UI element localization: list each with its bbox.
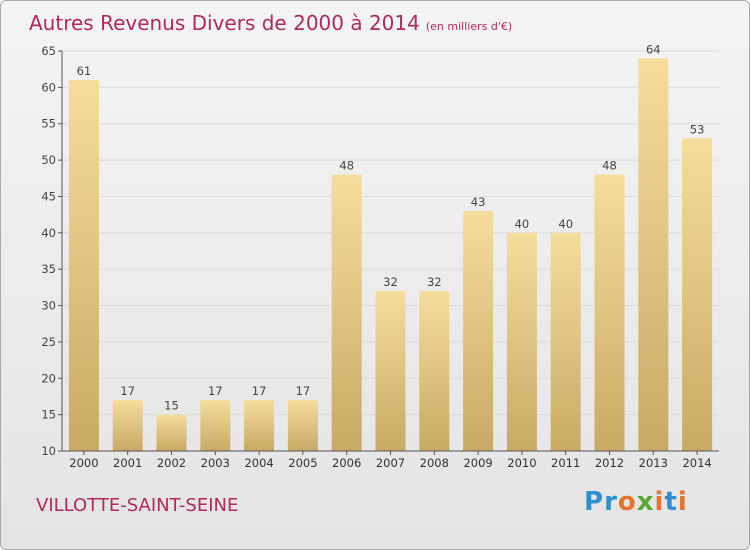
y-tick-label: 25 bbox=[41, 335, 56, 349]
bar-2012 bbox=[594, 174, 625, 452]
chart-subtitle: (en milliers d'€) bbox=[425, 20, 513, 33]
data-label: 43 bbox=[471, 195, 486, 209]
data-label: 17 bbox=[252, 384, 267, 398]
x-tick-label: 2014 bbox=[682, 456, 711, 470]
data-label: 17 bbox=[296, 384, 311, 398]
logo-letter: t bbox=[664, 487, 678, 517]
x-tick-label: 2004 bbox=[244, 456, 273, 470]
bar-layer bbox=[68, 58, 713, 452]
y-tick-label: 55 bbox=[41, 117, 56, 131]
bar-2009 bbox=[463, 211, 494, 451]
x-tick-label: 2006 bbox=[332, 456, 361, 470]
bar-2002 bbox=[156, 414, 187, 451]
bar-2007 bbox=[375, 291, 406, 451]
x-tick-label: 2013 bbox=[639, 456, 668, 470]
x-tick-label: 2011 bbox=[551, 456, 580, 470]
y-tick-label: 45 bbox=[41, 189, 56, 203]
y-tick-label: 50 bbox=[41, 153, 56, 167]
chart-title: Autres Revenus Divers de 2000 à 2014 (en … bbox=[29, 11, 512, 35]
town-name: VILLOTTE-SAINT-SEINE bbox=[36, 495, 239, 516]
data-label: 40 bbox=[558, 217, 573, 231]
data-label: 17 bbox=[208, 384, 223, 398]
x-tick-label: 2012 bbox=[595, 456, 624, 470]
axis-layer bbox=[58, 50, 719, 455]
logo-letter: P bbox=[584, 487, 605, 517]
x-tick-label: 2002 bbox=[157, 456, 186, 470]
logo-letter: x bbox=[636, 487, 655, 517]
data-label: 40 bbox=[515, 217, 530, 231]
x-tick-label: 2005 bbox=[288, 456, 317, 470]
logo-letter: o bbox=[617, 487, 637, 517]
label-layer: 10 15 20 25 30 35 40 45 50 55 60 65 61 2000 17 2001 15 20… bbox=[41, 42, 711, 470]
y-tick-label: 15 bbox=[41, 408, 56, 422]
x-tick-label: 2009 bbox=[463, 456, 492, 470]
data-label: 64 bbox=[646, 42, 661, 56]
bar-2010 bbox=[506, 232, 537, 451]
y-tick-label: 60 bbox=[41, 80, 56, 94]
x-tick-label: 2003 bbox=[201, 456, 230, 470]
bar-2008 bbox=[419, 291, 450, 451]
x-tick-label: 2008 bbox=[420, 456, 449, 470]
logo-letter: i bbox=[677, 487, 688, 517]
data-label: 32 bbox=[383, 275, 398, 289]
y-tick-label: 10 bbox=[41, 444, 56, 458]
bar-2006 bbox=[331, 174, 362, 452]
data-label: 48 bbox=[602, 159, 617, 173]
x-tick-label: 2010 bbox=[507, 456, 536, 470]
bar-2003 bbox=[200, 400, 231, 451]
data-label: 15 bbox=[164, 399, 179, 413]
y-tick-label: 30 bbox=[41, 299, 56, 313]
bar-2013 bbox=[638, 58, 669, 451]
y-tick-label: 35 bbox=[41, 262, 56, 276]
chart-title-text: Autres Revenus Divers de 2000 à 2014 bbox=[29, 11, 420, 35]
bar-2005 bbox=[287, 400, 318, 451]
y-tick-label: 20 bbox=[41, 371, 56, 385]
logo-letter: r bbox=[604, 487, 618, 517]
x-tick-label: 2001 bbox=[113, 456, 142, 470]
data-label: 61 bbox=[77, 64, 92, 78]
data-label: 53 bbox=[690, 122, 705, 136]
data-label: 48 bbox=[339, 159, 354, 173]
data-label: 32 bbox=[427, 275, 442, 289]
proxiti-logo: Proxiti bbox=[584, 487, 688, 517]
logo-letter: i bbox=[654, 487, 665, 517]
bar-2000 bbox=[68, 80, 99, 451]
bar-2001 bbox=[112, 400, 143, 451]
bar-2011 bbox=[550, 232, 581, 451]
y-tick-label: 40 bbox=[41, 226, 56, 240]
y-tick-label: 65 bbox=[41, 44, 56, 58]
x-tick-label: 2007 bbox=[376, 456, 405, 470]
bar-2014 bbox=[682, 138, 713, 452]
bar-2004 bbox=[244, 400, 275, 451]
x-tick-label: 2000 bbox=[69, 456, 98, 470]
data-label: 17 bbox=[120, 384, 135, 398]
